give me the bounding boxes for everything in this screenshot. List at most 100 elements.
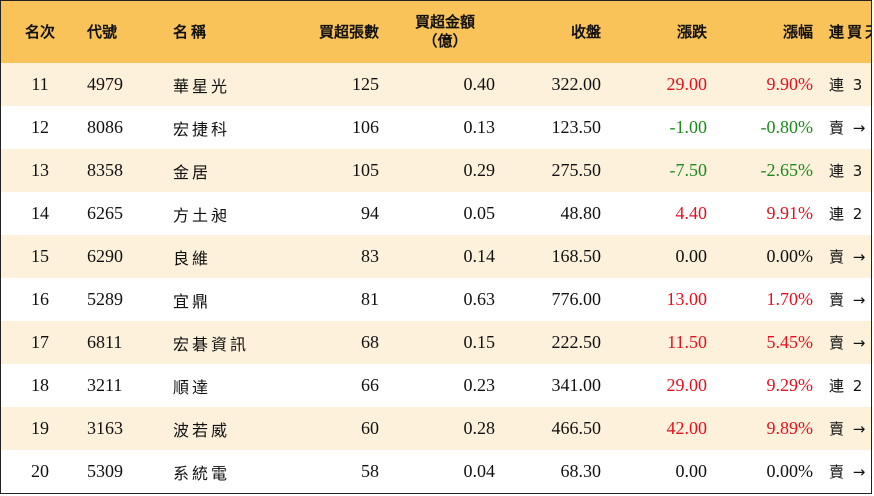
change-pct-cell: 0.00% (766, 461, 814, 481)
name-cell: 系統電 (173, 463, 231, 483)
rank-cell: 18 (31, 375, 49, 395)
net-buy-amount-cell: 0.13 (463, 117, 496, 137)
net-buy-lots-cell: 81 (361, 289, 379, 309)
net-buy-amount-cell: 0.28 (463, 418, 496, 438)
net-buy-lots-cell: 68 (361, 332, 379, 352)
consecutive-days-cell: 連 2 賣 → 連 2 買 (829, 205, 871, 223)
table-body: 11 4979 華星光 125 0.40 322.00 29.00 9.90% 連 3 賣 → … (1, 63, 871, 493)
consecutive-days-cell: 連 3 賣 → 買 (829, 162, 871, 180)
header-rank[interactable]: 名次 (24, 22, 55, 41)
change-cell: -7.50 (669, 160, 708, 180)
change-cell: 13.00 (666, 289, 708, 309)
net-buy-amount-cell: 0.23 (463, 375, 496, 395)
change-cell: 11.50 (667, 332, 707, 352)
change-cell: 0.00 (675, 461, 708, 481)
table-row[interactable]: 19 3163 波若威 60 0.28 466.50 42.00 9.89% 賣 → 連 7 買 (1, 407, 871, 450)
header-change[interactable]: 漲跌 (676, 22, 707, 41)
table-row[interactable]: 12 8086 宏捷科 106 0.13 123.50 -1.00 -0.80% 賣 → 連 3… (1, 106, 871, 149)
header-net-buy-amount-line1: 買超金額 (414, 13, 475, 31)
consecutive-days-cell: 賣 → 連 7 買 (829, 420, 871, 438)
net-buy-amount-cell: 0.05 (463, 203, 496, 223)
consecutive-days-cell: 賣 → 買 (829, 248, 871, 266)
consecutive-days-cell: 賣 → 買 (829, 334, 871, 352)
code-cell: 6290 (87, 246, 123, 266)
rank-cell: 12 (31, 117, 49, 137)
net-buy-amount-cell: 0.04 (463, 461, 496, 481)
rank-cell: 17 (31, 332, 49, 352)
close-cell: 322.00 (551, 74, 602, 94)
consecutive-days-cell: 連 3 賣 → 連 2 買 (829, 76, 871, 94)
table-row[interactable]: 11 4979 華星光 125 0.40 322.00 29.00 9.90% 連 3 賣 → … (1, 63, 871, 106)
header-net-buy-amount[interactable]: 買超金額 （億） (387, 1, 503, 63)
change-pct-cell: 9.89% (766, 418, 814, 438)
name-cell: 華星光 (173, 76, 231, 96)
net-buy-amount-cell: 0.14 (463, 246, 496, 266)
net-buy-amount-cell: 0.63 (463, 289, 496, 309)
change-pct-cell: 1.70% (766, 289, 814, 309)
rank-cell: 13 (31, 160, 49, 180)
close-cell: 466.50 (551, 418, 602, 438)
net-buy-lots-cell: 60 (361, 418, 379, 438)
net-buy-lots-cell: 125 (352, 74, 379, 94)
code-cell: 5289 (87, 289, 123, 309)
table-row[interactable]: 18 3211 順達 66 0.23 341.00 29.00 9.29% 連 2 賣 → 買 (1, 364, 871, 407)
change-cell: -1.00 (669, 117, 708, 137)
net-buy-amount-cell: 0.29 (463, 160, 496, 180)
name-cell: 金居 (173, 162, 212, 182)
close-cell: 48.80 (560, 203, 602, 223)
header-net-buy-amount-line2: （億） (422, 32, 468, 50)
change-cell: 0.00 (675, 246, 708, 266)
net-buy-amount-cell: 0.40 (463, 74, 496, 94)
header-consecutive-days[interactable]: 連買天數 (829, 22, 871, 41)
header-row: 名次 代號 名稱 買超張數 買超金額 （億） 收盤 漲跌 漲幅 連買天數 (1, 1, 871, 63)
change-cell: 29.00 (666, 74, 708, 94)
consecutive-days-cell: 賣 → 連 2 買 (829, 463, 871, 481)
table-row[interactable]: 15 6290 良維 83 0.14 168.50 0.00 0.00% 賣 → 買 (1, 235, 871, 278)
header-code[interactable]: 代號 (87, 22, 118, 41)
rank-cell: 11 (31, 74, 49, 94)
code-cell: 8358 (87, 160, 123, 180)
close-cell: 776.00 (551, 289, 602, 309)
table-row[interactable]: 14 6265 方土昶 94 0.05 48.80 4.40 9.91% 連 2 賣 → 連 2… (1, 192, 871, 235)
header-change-pct[interactable]: 漲幅 (782, 22, 813, 41)
header-net-buy-lots[interactable]: 買超張數 (318, 22, 379, 41)
net-buy-lots-cell: 94 (361, 203, 379, 223)
table-row[interactable]: 20 5309 系統電 58 0.04 68.30 0.00 0.00% 賣 → 連 2 買 (1, 450, 871, 493)
change-pct-cell: 5.45% (766, 332, 814, 352)
table-row[interactable]: 17 6811 宏碁資訊 68 0.15 222.50 11.50 5.45% 賣 → 買 (1, 321, 871, 364)
net-buy-lots-cell: 105 (352, 160, 379, 180)
change-pct-cell: 0.00% (766, 246, 814, 266)
rank-cell: 19 (31, 418, 49, 438)
name-cell: 波若威 (173, 420, 231, 440)
header-name[interactable]: 名稱 (173, 22, 210, 41)
rank-cell: 15 (31, 246, 49, 266)
net-buy-lots-cell: 66 (361, 375, 379, 395)
change-cell: 4.40 (675, 203, 708, 223)
change-pct-cell: 9.91% (766, 203, 814, 223)
code-cell: 4979 (87, 74, 123, 94)
net-buy-lots-cell: 58 (361, 461, 379, 481)
name-cell: 宏碁資訊 (173, 334, 250, 354)
consecutive-days-cell: 賣 → 買 (829, 291, 871, 309)
table-header: 名次 代號 名稱 買超張數 買超金額 （億） 收盤 漲跌 漲幅 連買天數 (1, 1, 871, 63)
close-cell: 222.50 (551, 332, 602, 352)
code-cell: 3211 (87, 375, 123, 395)
code-cell: 6265 (87, 203, 123, 223)
net-buy-amount-cell: 0.15 (463, 332, 496, 352)
table-row[interactable]: 16 5289 宜鼎 81 0.63 776.00 13.00 1.70% 賣 → 買 (1, 278, 871, 321)
change-pct-cell: -2.65% (760, 160, 814, 180)
code-cell: 8086 (87, 117, 123, 137)
table-row[interactable]: 13 8358 金居 105 0.29 275.50 -7.50 -2.65% 連 3 賣 → … (1, 149, 871, 192)
rank-cell: 16 (31, 289, 49, 309)
rank-cell: 20 (31, 461, 49, 481)
code-cell: 3163 (87, 418, 123, 438)
change-pct-cell: 9.29% (766, 375, 814, 395)
header-close[interactable]: 收盤 (570, 22, 601, 41)
code-cell: 5309 (87, 461, 123, 481)
close-cell: 123.50 (551, 117, 602, 137)
close-cell: 341.00 (551, 375, 602, 395)
close-cell: 275.50 (551, 160, 602, 180)
name-cell: 方土昶 (173, 205, 231, 225)
